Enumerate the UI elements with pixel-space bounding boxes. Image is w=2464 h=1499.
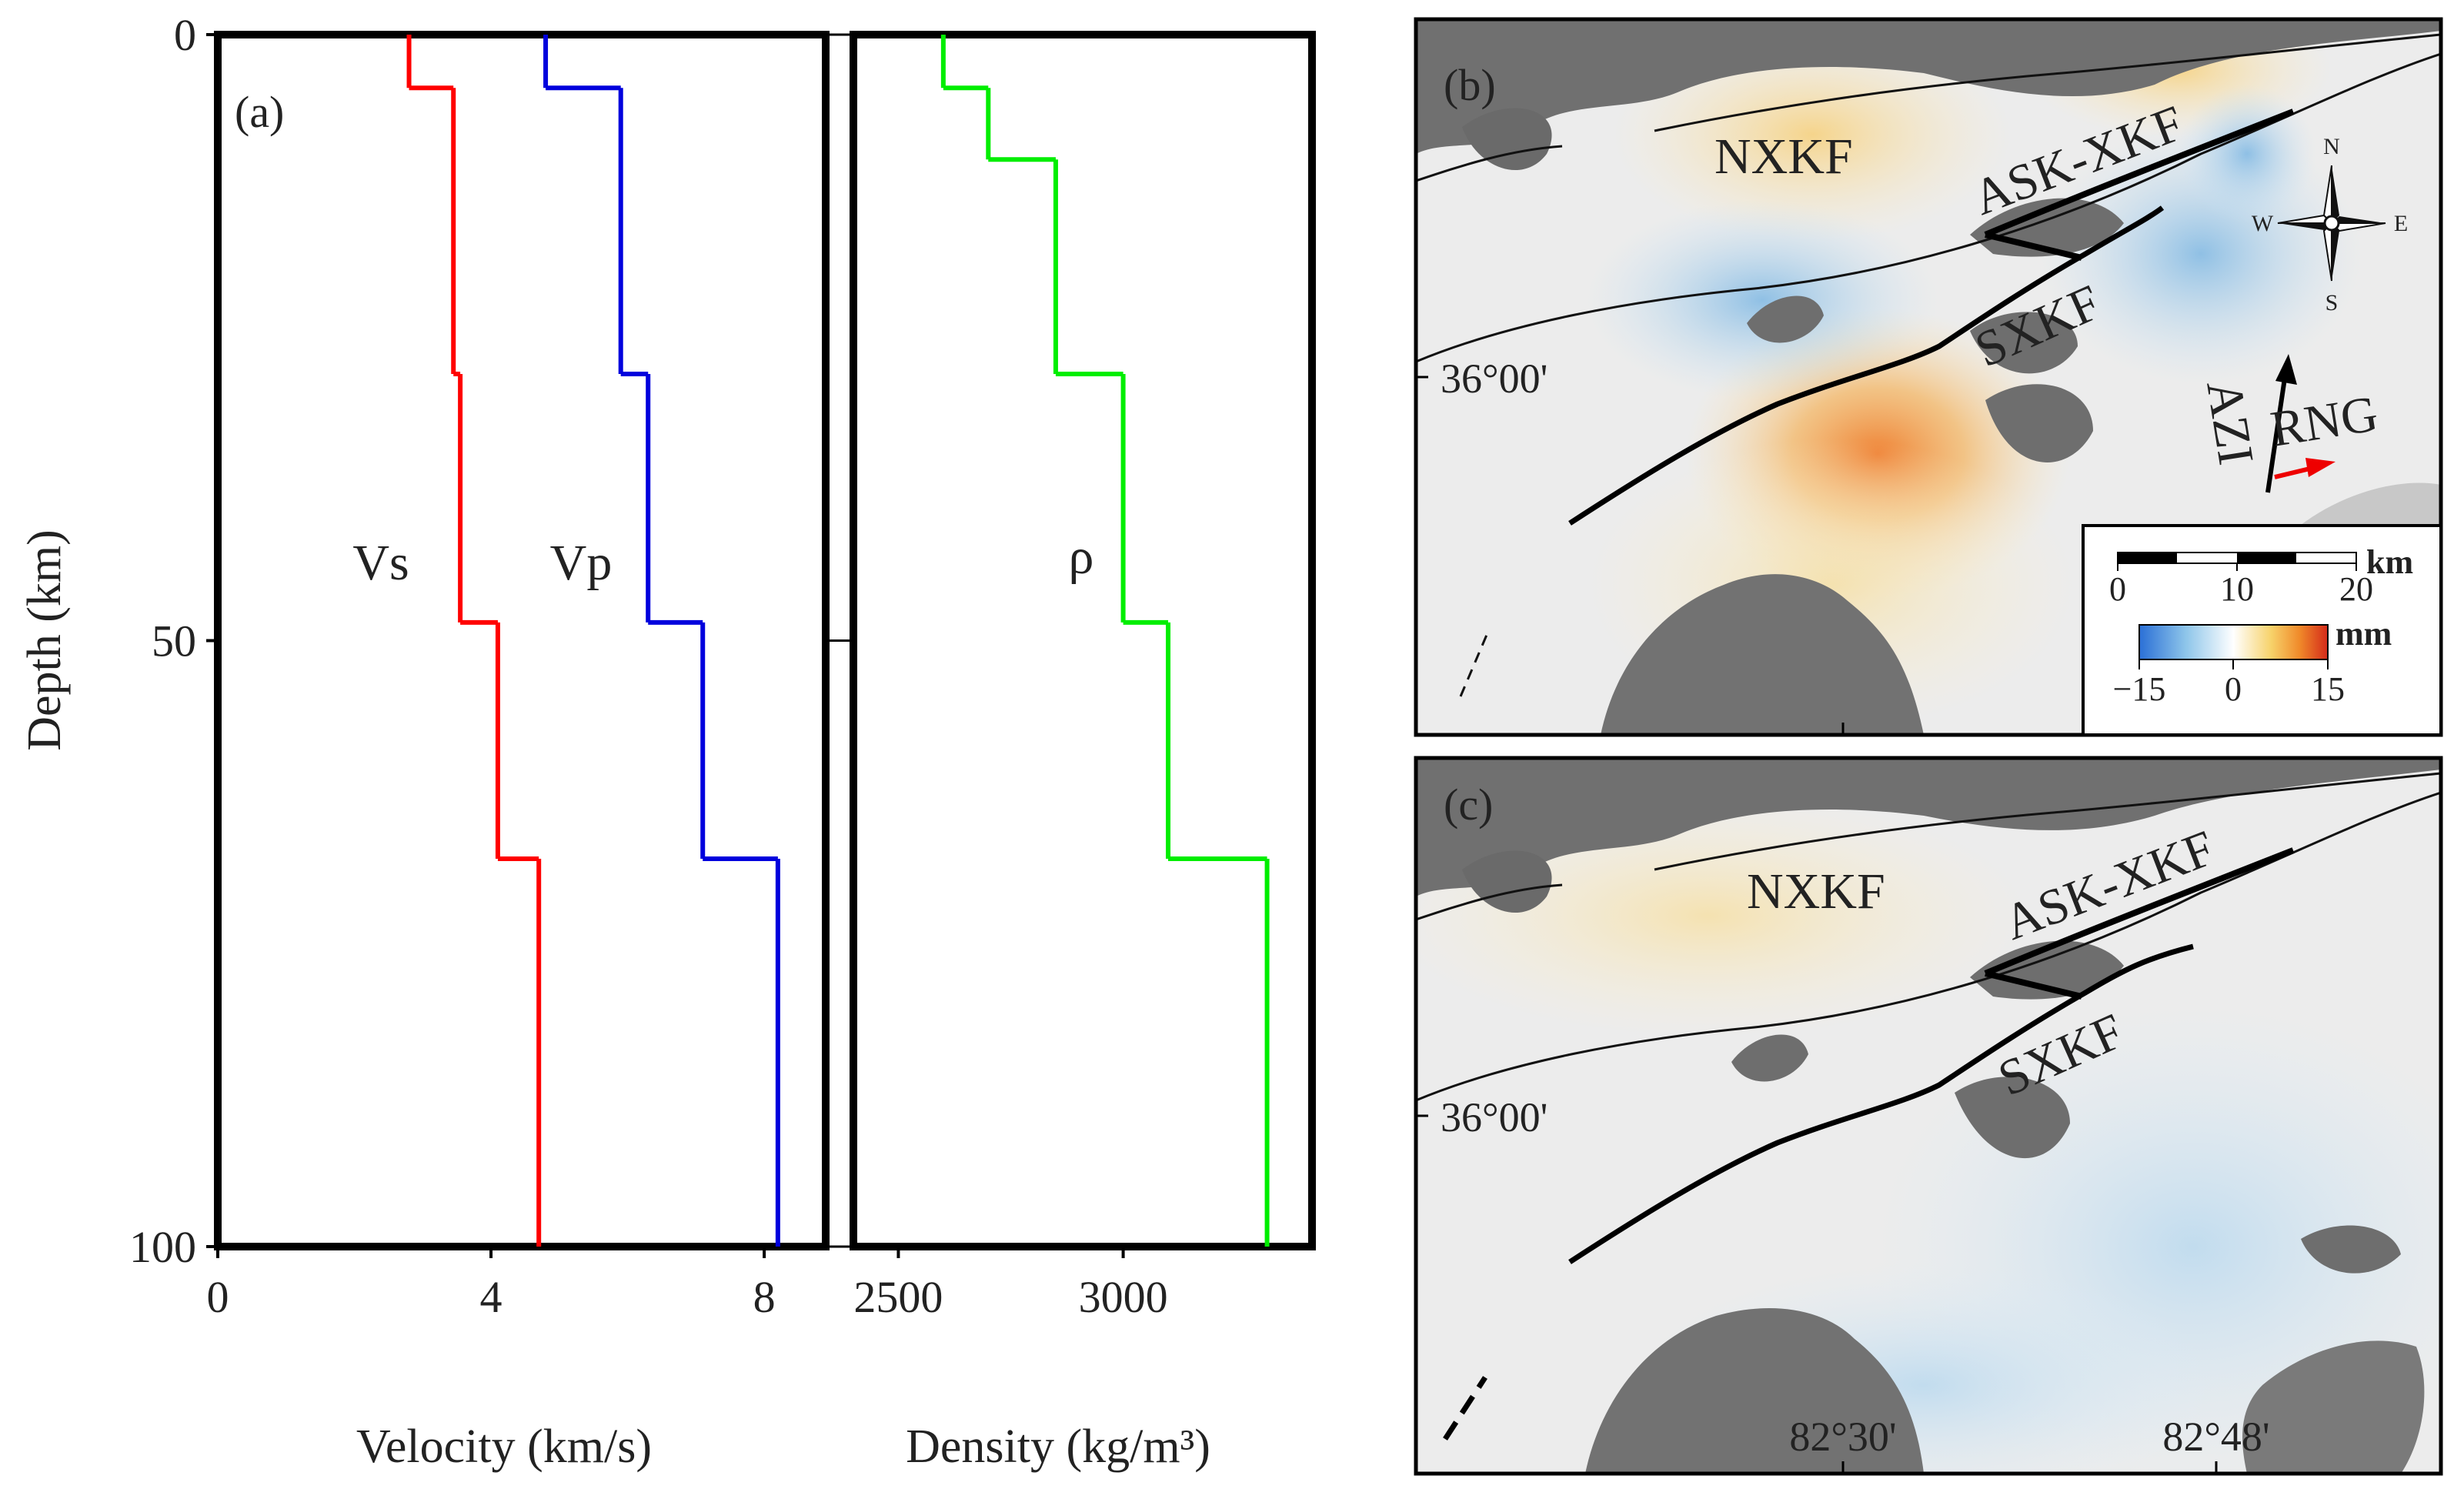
colorbar-tick-min: −15 [2113,670,2166,708]
vel-x-tick-label-0: 0 [207,1272,229,1322]
map-b-terrain-south [1601,574,1924,735]
map-c-terrain-island-3 [2301,1225,2401,1274]
density-x-axis-label: Density (kg/m³) [906,1421,1210,1473]
map-c-fault-thin-west [1416,883,1563,921]
compass-w: W [2252,211,2274,236]
map-c-lon-label-1: 82°30' [1789,1414,1896,1460]
compass-rose-icon: N S E W [2252,134,2408,315]
map-c-terrain-north [1416,758,2441,896]
map-legend: km 0 10 20 mm −15 0 15 [2082,524,2442,736]
map-c-fault-ask-xkf [1984,847,2295,977]
vel-x-tick-label-8: 8 [753,1272,776,1322]
map-b-fault-ask-xkf-branch [1985,232,2082,261]
density-ρ-series [940,35,1270,1247]
map-c-terrain-island-1 [1731,1034,1808,1082]
density-plot-frame [850,31,1316,1250]
colorbar-unit: mm [2335,615,2392,653]
map-b-fault-thin-south [1416,52,2441,363]
y-tick-label-100: 100 [129,1222,196,1272]
map-c-lat-label: 36°00' [1441,1094,1548,1140]
vp-label: Vp [550,535,613,591]
rho-label: ρ [1069,529,1094,585]
panel-a-label: (a) [235,87,284,137]
map-b-terrain-north [1416,19,2441,154]
map-b-uplift-lobe [1612,27,2012,242]
map-b-terrain-island-3 [1985,384,2093,462]
map-c-frame [1414,756,2443,1476]
colorbar-tick-max: 15 [2311,670,2345,708]
colorbar [2138,624,2329,660]
map-b-terrain-island-1 [1747,295,1824,343]
den-x-tick-label-2500: 2500 [853,1272,943,1322]
velocity-plot-frame [214,31,830,1250]
compass-n: N [2323,134,2340,159]
velocity-x-axis-label: Velocity (km/s) [356,1421,652,1473]
map-c-terrain-island-2 [1955,1077,2070,1159]
map-b-terrain-nw-patch [1462,108,1552,171]
map-b-fault-nxkf [1654,33,2441,132]
y-tick-label-50: 50 [152,616,196,666]
y-axis-label: Depth (km) [18,529,71,751]
colorbar-tick-zero: 0 [2225,670,2242,708]
map-b-lat-label: 36°00' [1441,356,1548,402]
panel-b-label: (b) [1444,60,1496,110]
compass-s: S [2325,290,2339,315]
panel-b-map: (b) NXKF ASK-XKF SXKF 36°00' N S E W [1414,17,2443,737]
panel-c-label: (c) [1444,780,1493,830]
map-c-fault-thin-south [1416,791,2441,1102]
map-c-fault-ask-xkf-branch [1985,970,2082,1000]
panel-c-map: (c) NXKF ASK-XKF SXKF 36°00' 82°30' 82°4… [1414,756,2443,1476]
map-c-terrain-south [1585,1308,1924,1474]
map-c-terrain-lake [1970,940,2124,1000]
map-c-lon-label-2: 82°48' [2162,1414,2269,1460]
scalebar-unit: km [2366,543,2413,581]
map-b-frame [1414,17,2443,737]
map-c-terrain-se [2242,1340,2425,1474]
den-x-tick-label-3000: 3000 [1079,1272,1168,1322]
map-b-terrain-island-2 [1970,312,2078,374]
vs-label: Vs [352,535,409,591]
scalebar-tick-10: 10 [2220,570,2254,608]
map-c-fault-sxkf [1568,943,2194,1264]
density-series [940,35,1270,1247]
velocity-series [406,35,780,1247]
map-b-fault-ask-xkf [1984,109,2295,238]
map-c-fault-dashed [1443,1376,1487,1441]
azi-label: AZI [2195,376,2264,469]
velocity-Vs-series [406,35,542,1247]
velocity-Vp-series [543,35,780,1247]
map-b-fault-sxkf [1568,205,2165,526]
map-b-fault-dashed [1459,629,1491,697]
map-b-label-nxkf: NXKF [1714,129,1853,185]
vel-x-tick-label-4: 4 [480,1272,502,1322]
map-c-uplift-lobe [1416,793,2032,1039]
scalebar-tick-0: 0 [2109,570,2126,608]
map-b-fault-thin-west [1416,145,1563,182]
map-c-fault-nxkf [1654,772,2441,871]
scalebar-tick-20: 20 [2339,570,2373,608]
map-b-subsidence-west [1585,200,1939,400]
compass-e: E [2394,211,2408,236]
map-c-label-nxkf: NXKF [1747,863,1885,920]
y-tick-label-0: 0 [174,10,196,60]
